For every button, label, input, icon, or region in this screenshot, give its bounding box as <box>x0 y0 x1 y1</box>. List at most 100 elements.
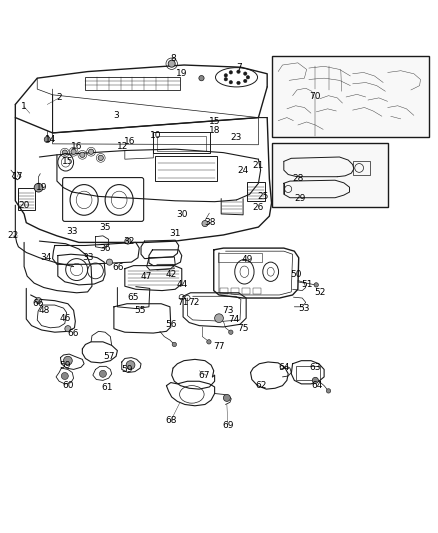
Ellipse shape <box>80 152 85 157</box>
Text: 32: 32 <box>124 237 135 246</box>
Text: 69: 69 <box>222 421 233 430</box>
Text: 67: 67 <box>198 370 209 379</box>
Text: 68: 68 <box>165 416 177 425</box>
Ellipse shape <box>199 76 204 81</box>
Text: 44: 44 <box>176 279 187 288</box>
Text: 55: 55 <box>134 306 146 315</box>
Ellipse shape <box>88 149 94 155</box>
Text: 33: 33 <box>67 227 78 236</box>
Text: 73: 73 <box>222 306 233 315</box>
Text: 62: 62 <box>255 381 266 390</box>
Ellipse shape <box>312 377 318 383</box>
Bar <box>242 288 250 294</box>
Text: 70: 70 <box>310 92 321 101</box>
Text: 2: 2 <box>57 93 62 102</box>
Text: 10: 10 <box>150 131 161 140</box>
Bar <box>218 253 262 262</box>
Text: 64: 64 <box>312 381 323 390</box>
Text: 59: 59 <box>59 360 71 369</box>
Ellipse shape <box>223 394 230 401</box>
Text: 66: 66 <box>113 263 124 272</box>
Text: 16: 16 <box>124 137 135 146</box>
Ellipse shape <box>215 314 223 322</box>
Text: 48: 48 <box>38 306 49 315</box>
Text: 42: 42 <box>165 270 177 279</box>
Text: 61: 61 <box>102 383 113 392</box>
Text: 1: 1 <box>21 102 27 111</box>
Ellipse shape <box>224 77 228 81</box>
Text: 8: 8 <box>170 54 176 63</box>
Text: 23: 23 <box>231 133 242 142</box>
Text: 59: 59 <box>121 365 133 374</box>
Ellipse shape <box>246 76 250 79</box>
Bar <box>296 366 320 381</box>
Text: 53: 53 <box>299 304 310 313</box>
Bar <box>85 77 180 90</box>
Bar <box>253 288 261 294</box>
Bar <box>18 188 35 211</box>
Ellipse shape <box>207 340 211 344</box>
Ellipse shape <box>61 373 68 379</box>
Bar <box>353 161 370 174</box>
Ellipse shape <box>44 136 50 142</box>
Text: 47: 47 <box>141 272 152 281</box>
Ellipse shape <box>125 238 131 244</box>
Ellipse shape <box>71 149 76 155</box>
Text: 56: 56 <box>165 320 177 329</box>
Text: 50: 50 <box>290 270 301 279</box>
Text: 3: 3 <box>113 111 119 120</box>
Text: 33: 33 <box>82 253 93 262</box>
Ellipse shape <box>237 70 240 74</box>
Text: 66: 66 <box>68 328 79 337</box>
Text: 7: 7 <box>236 63 242 72</box>
Text: 65: 65 <box>128 293 139 302</box>
Bar <box>231 288 239 294</box>
Ellipse shape <box>64 356 72 365</box>
Text: 30: 30 <box>176 211 187 219</box>
Ellipse shape <box>229 70 233 74</box>
Text: 28: 28 <box>292 174 304 183</box>
Ellipse shape <box>229 80 233 84</box>
Ellipse shape <box>62 150 67 155</box>
Text: 21: 21 <box>253 161 264 170</box>
Ellipse shape <box>172 342 177 346</box>
Text: 75: 75 <box>237 324 249 333</box>
Bar <box>247 182 265 201</box>
Text: 15: 15 <box>62 157 74 166</box>
Text: 66: 66 <box>33 299 44 308</box>
Text: 16: 16 <box>71 142 82 150</box>
Text: 38: 38 <box>205 218 216 227</box>
Text: 12: 12 <box>117 142 128 150</box>
Ellipse shape <box>99 370 106 377</box>
Text: 17: 17 <box>12 172 23 181</box>
Bar <box>157 135 206 151</box>
Ellipse shape <box>98 155 103 160</box>
Ellipse shape <box>35 297 42 304</box>
Text: 19: 19 <box>176 69 187 78</box>
Text: 49: 49 <box>242 255 253 264</box>
Text: 18: 18 <box>209 126 220 135</box>
Text: 29: 29 <box>294 194 306 203</box>
Text: 31: 31 <box>170 229 181 238</box>
Ellipse shape <box>229 330 233 334</box>
Text: 72: 72 <box>188 298 199 307</box>
Text: 20: 20 <box>18 201 30 209</box>
Text: 22: 22 <box>7 231 19 240</box>
Bar <box>220 288 228 294</box>
Text: 34: 34 <box>40 253 52 262</box>
Ellipse shape <box>65 326 71 332</box>
Text: 52: 52 <box>314 288 325 297</box>
Ellipse shape <box>326 389 331 393</box>
Text: 35: 35 <box>99 223 111 231</box>
Text: 14: 14 <box>45 135 56 144</box>
Text: 57: 57 <box>104 352 115 361</box>
Text: 36: 36 <box>99 245 111 254</box>
Ellipse shape <box>126 361 135 369</box>
Bar <box>153 133 210 154</box>
Text: 63: 63 <box>310 363 321 372</box>
Text: 15: 15 <box>209 117 220 126</box>
Text: 46: 46 <box>60 314 71 322</box>
Text: 74: 74 <box>229 316 240 325</box>
Ellipse shape <box>244 72 247 75</box>
Ellipse shape <box>314 282 318 287</box>
